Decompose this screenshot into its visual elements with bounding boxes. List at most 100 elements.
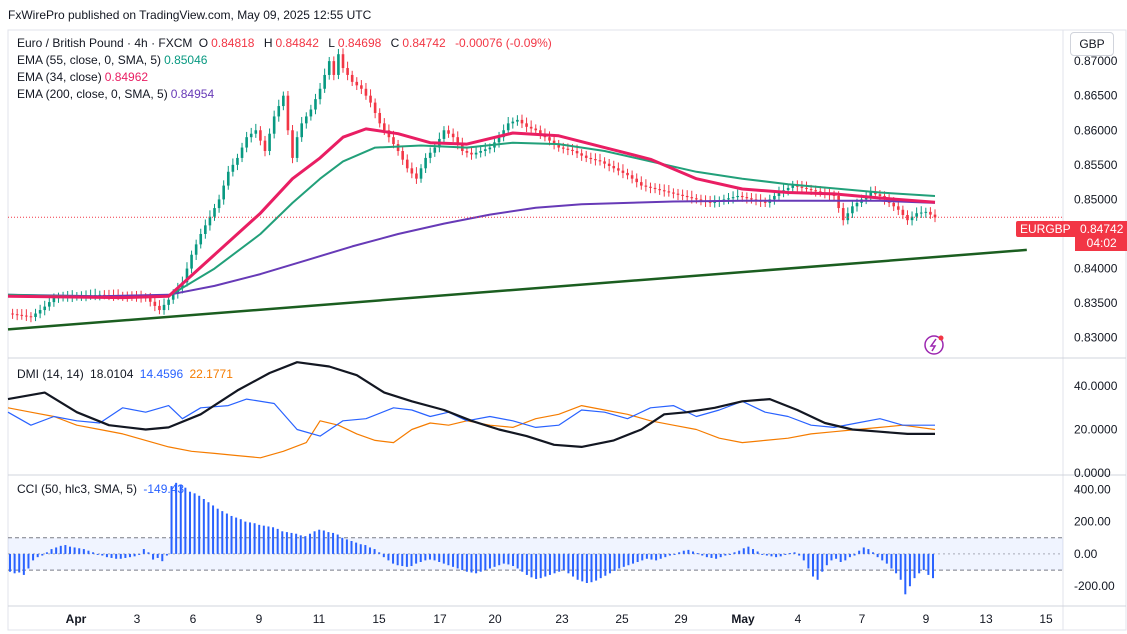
cci-bar [493,553,496,567]
cci-bar [530,553,533,578]
cci-bar [770,553,773,557]
candle-body [217,199,221,209]
candle-body [360,85,363,89]
candle-body [369,95,372,103]
candle-body [355,81,359,86]
cci-bar [816,553,819,580]
candle-body [282,95,285,107]
candle-body [470,152,473,155]
cci-bar [572,553,575,577]
candle-body [929,211,932,215]
candle-body [272,116,276,134]
dmi-legend: DMI (14, 14) 18.0104 14.4596 22.1771 [17,367,233,381]
cci-bar [825,553,828,566]
cci-bar [96,553,99,555]
candle-body [649,186,652,188]
candle-body [291,130,294,158]
price-tick-label: 0.87000 [1074,54,1118,68]
minus-di-line [7,405,936,459]
candle-body [874,192,877,195]
cci-bar [521,553,524,572]
cci-bar [87,550,90,554]
cci-bar [272,527,275,554]
price-tag-price: 0.84742 [1079,222,1124,236]
candle-body [699,199,703,201]
cci-bar [927,553,930,575]
cci-bar [664,553,667,558]
cci-bar [147,552,150,554]
candle-body [295,137,299,158]
candle-body [548,137,551,141]
candle-body [424,157,427,169]
time-tick-label: 13 [979,612,993,626]
time-tick-label: 7 [859,612,866,626]
candle-body [314,99,317,110]
low-label: L 0.84698 [328,36,382,50]
cci-bar [558,553,561,572]
cci-bar [802,553,805,561]
cci-bar [498,553,501,566]
cci-bar [105,553,108,558]
plus-di-line [7,398,935,437]
cci-bar [913,553,916,579]
cci-bar [415,553,418,564]
candle-body [796,185,799,187]
cci-bar [872,552,875,554]
cci-bar [798,553,801,556]
candle-body [892,202,895,207]
candle-body [809,189,813,191]
cci-legend: CCI (50, hlc3, SMA, 5) -149.43 [17,482,185,496]
cci-bar [392,553,395,564]
candle-body [653,187,657,190]
close-label: C 0.84742 [390,36,446,50]
cci-bar [27,553,30,569]
candle-body [896,206,900,210]
cci-bar [715,553,718,559]
candle-body [428,152,432,158]
candle-body [561,147,565,149]
candle-body [662,190,666,192]
cci-bar [78,548,81,554]
candle-body [598,160,602,162]
cci-bar [645,553,648,559]
flash-icon-bolt [929,338,937,352]
candle-body [34,313,37,317]
candle-body [506,123,510,131]
cci-bar [724,553,727,556]
candle-body [396,144,400,152]
price-tick-label: 0.86500 [1074,89,1118,103]
ema200-legend: EMA (200, close, 0, SMA, 5) 0.84954 [17,87,215,101]
candle-body [635,178,639,183]
candle-body [612,165,616,169]
cci-bar [539,553,542,579]
candle-body [309,109,313,117]
candle-body [415,173,418,179]
currency-button[interactable]: GBP [1070,32,1114,56]
candle-body [226,171,230,186]
time-tick-label: May [731,612,755,626]
cci-bar [682,550,685,554]
cci-bar [124,553,127,558]
candle-body [878,194,882,196]
candle-body [38,310,42,314]
cci-bar [322,530,325,554]
price-tick-label: 0.83000 [1074,331,1118,345]
candle-body [846,213,850,221]
cci-bar [262,525,265,554]
candle-body [607,163,611,166]
cci-bar [687,549,690,554]
cci-bar [188,491,191,554]
cci-bar [544,553,547,577]
candle-body [786,187,790,191]
candle-body [814,190,817,192]
cci-bar [216,508,219,554]
candle-body [685,195,689,198]
cci-bar [230,515,233,554]
cci-bar [152,553,155,560]
candle-body [713,201,717,203]
cci-bar [290,532,293,554]
cci-bar [138,553,141,555]
cci-bar [881,553,884,561]
cci-bar [673,553,676,555]
